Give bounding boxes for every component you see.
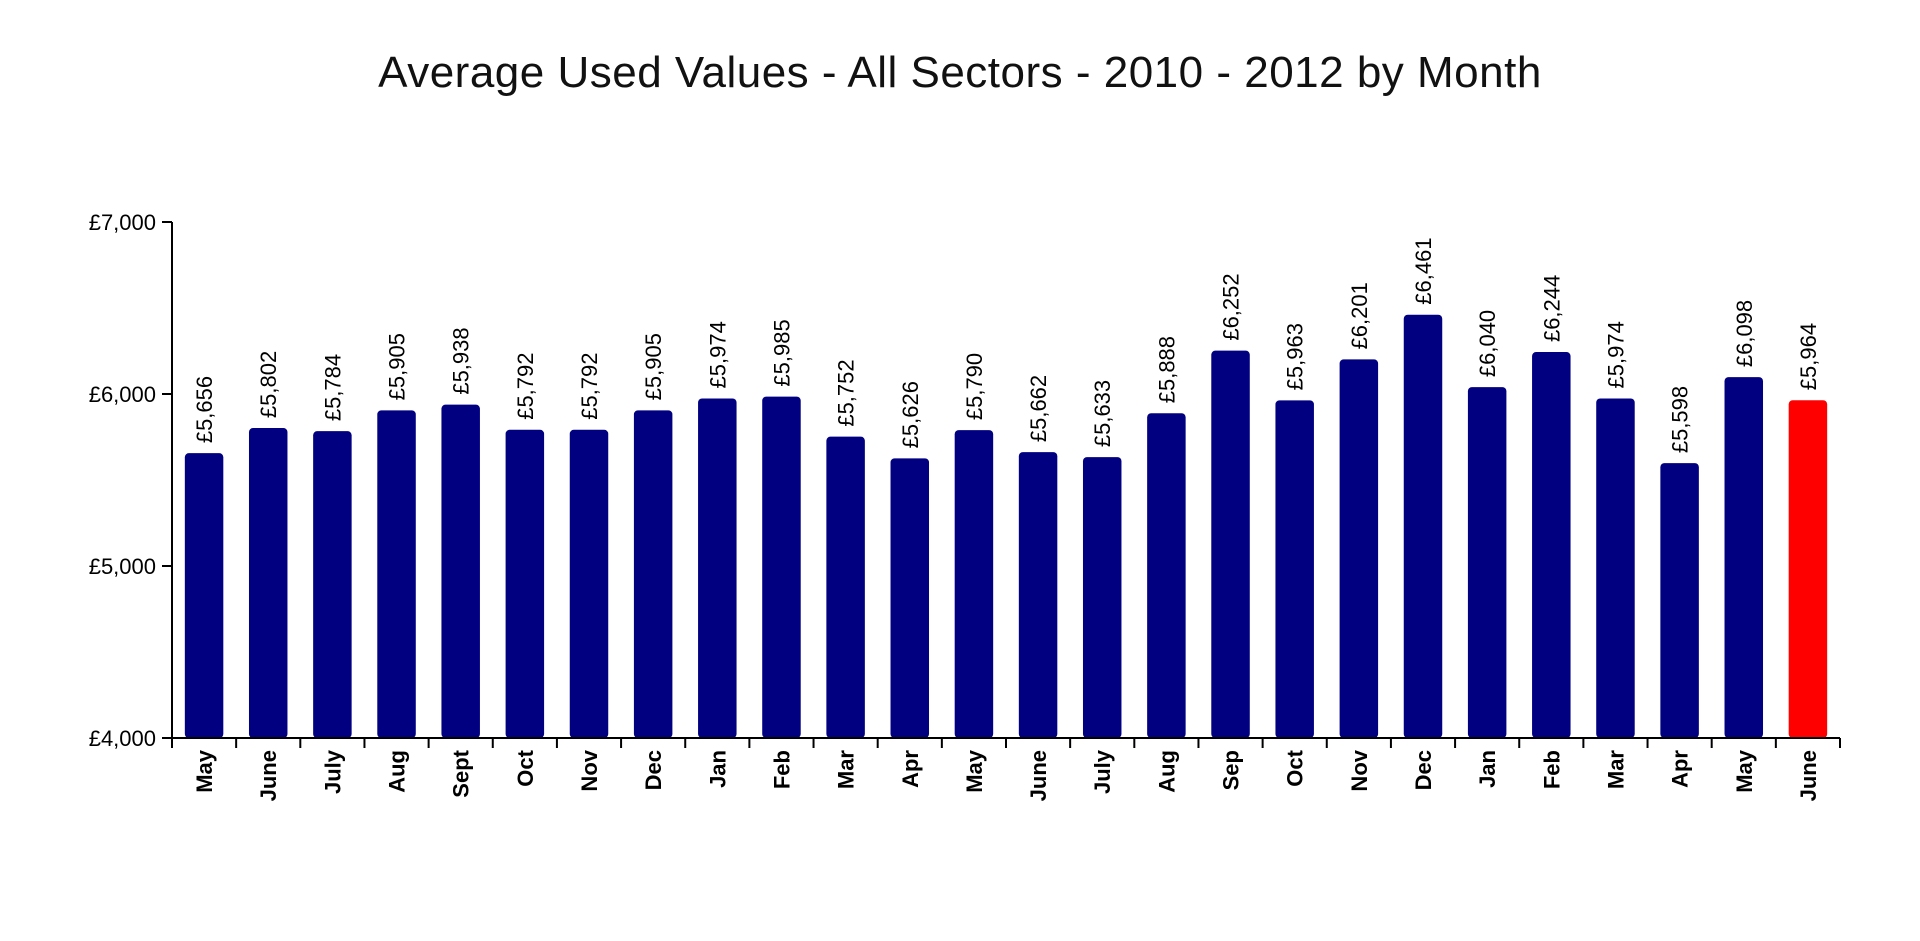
category-label-12: May xyxy=(962,749,987,793)
bar-0 xyxy=(184,453,224,738)
bar-15 xyxy=(1147,413,1186,738)
category-label-2: July xyxy=(320,749,345,794)
bar-14 xyxy=(1082,457,1122,738)
data-label-19: £6,461 xyxy=(1411,237,1436,304)
category-label-21: Feb xyxy=(1539,750,1564,789)
bar-18 xyxy=(1339,359,1379,738)
y-tick-label-1: £5,000 xyxy=(89,554,156,579)
data-label-22: £5,974 xyxy=(1603,321,1628,388)
data-label-4: £5,938 xyxy=(449,327,474,394)
data-label-17: £5,963 xyxy=(1283,323,1308,390)
data-label-18: £6,201 xyxy=(1347,282,1372,349)
category-label-19: Dec xyxy=(1411,750,1436,790)
bar-12 xyxy=(954,430,994,738)
data-label-14: £5,633 xyxy=(1090,380,1115,447)
category-label-4: Sept xyxy=(449,749,474,797)
category-label-6: Nov xyxy=(577,749,602,791)
data-label-25: £5,964 xyxy=(1796,323,1821,390)
y-tick-label-0: £4,000 xyxy=(89,726,156,751)
data-label-7: £5,905 xyxy=(641,333,666,400)
bar-13 xyxy=(1018,452,1058,738)
data-label-8: £5,974 xyxy=(705,321,730,388)
category-label-17: Oct xyxy=(1283,749,1308,786)
category-label-14: July xyxy=(1090,749,1115,794)
data-label-1: £5,802 xyxy=(256,351,281,418)
bar-9 xyxy=(762,396,801,738)
bar-24 xyxy=(1724,377,1764,738)
category-label-20: Jan xyxy=(1475,750,1500,788)
bar-3 xyxy=(377,410,416,738)
category-label-23: Apr xyxy=(1668,750,1693,788)
category-label-1: June xyxy=(256,750,281,801)
labels-layer: £5,656 May £5,802 June £5,784 July £5,905 Aug £5… xyxy=(89,210,1821,801)
data-label-12: £5,790 xyxy=(962,353,987,420)
category-label-5: Oct xyxy=(513,749,538,786)
bars-layer xyxy=(184,314,1828,738)
bar-17 xyxy=(1275,400,1314,738)
category-label-16: Sep xyxy=(1219,750,1244,790)
data-label-9: £5,985 xyxy=(769,319,794,386)
bar-1 xyxy=(248,428,288,738)
bar-20 xyxy=(1467,387,1507,738)
category-label-13: June xyxy=(1026,750,1051,801)
bar-19 xyxy=(1403,314,1443,738)
category-label-10: Mar xyxy=(834,750,859,790)
data-label-6: £5,792 xyxy=(577,352,602,419)
bar-7 xyxy=(633,410,673,738)
bar-23 xyxy=(1660,463,1699,738)
category-label-22: Mar xyxy=(1603,750,1628,790)
bar-16 xyxy=(1211,350,1250,738)
data-label-13: £5,662 xyxy=(1026,375,1051,442)
bar-11 xyxy=(890,458,930,738)
data-label-21: £6,244 xyxy=(1539,275,1564,342)
data-label-10: £5,752 xyxy=(834,359,859,426)
category-label-15: Aug xyxy=(1154,750,1179,793)
data-label-5: £5,792 xyxy=(513,352,538,419)
category-label-24: May xyxy=(1732,749,1757,793)
data-label-24: £6,098 xyxy=(1732,300,1757,367)
category-label-25: June xyxy=(1796,750,1821,801)
category-label-9: Feb xyxy=(769,750,794,789)
y-tick-label-3: £7,000 xyxy=(89,210,156,235)
bar-21 xyxy=(1532,352,1571,738)
data-label-2: £5,784 xyxy=(320,354,345,421)
category-label-18: Nov xyxy=(1347,749,1372,791)
data-label-23: £5,598 xyxy=(1668,386,1693,453)
bar-25 xyxy=(1788,400,1828,738)
bar-5 xyxy=(505,429,545,738)
category-label-3: Aug xyxy=(385,750,410,793)
bar-4 xyxy=(441,404,480,738)
axes-layer xyxy=(162,221,1841,748)
category-label-7: Dec xyxy=(641,750,666,790)
category-label-0: May xyxy=(192,749,217,793)
bar-8 xyxy=(698,398,737,738)
data-label-11: £5,626 xyxy=(898,381,923,448)
category-label-8: Jan xyxy=(705,750,730,788)
data-label-16: £6,252 xyxy=(1219,273,1244,340)
bar-2 xyxy=(313,431,352,738)
category-label-11: Apr xyxy=(898,750,923,788)
y-tick-label-2: £6,000 xyxy=(89,382,156,407)
data-label-20: £6,040 xyxy=(1475,310,1500,377)
bar-10 xyxy=(826,436,865,738)
data-label-0: £5,656 xyxy=(192,376,217,443)
bar-22 xyxy=(1596,398,1635,738)
data-label-15: £5,888 xyxy=(1154,336,1179,403)
bar-6 xyxy=(569,429,609,738)
data-label-3: £5,905 xyxy=(385,333,410,400)
chart-title: Average Used Values - All Sectors - 2010… xyxy=(378,48,1542,97)
